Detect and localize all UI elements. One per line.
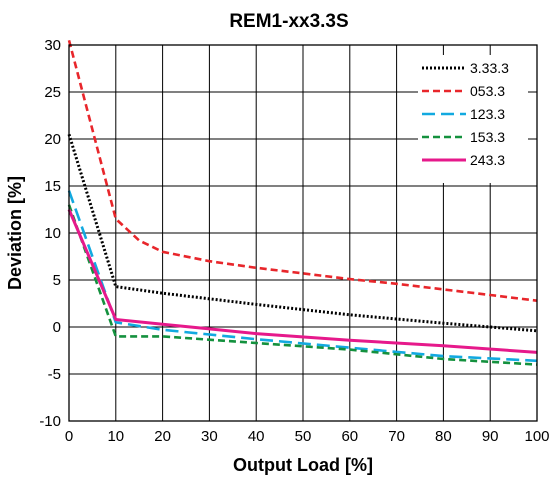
y-tick-label: 5 (53, 272, 61, 289)
x-tick-label: 70 (388, 428, 405, 445)
x-tick-label: 100 (524, 428, 549, 445)
y-tick-label: 25 (44, 84, 61, 101)
y-tick-label: 10 (44, 225, 61, 242)
x-tick-label: 30 (201, 428, 218, 445)
y-tick-label: 30 (44, 37, 61, 54)
y-tick-label: -10 (39, 413, 61, 430)
x-tick-label: 20 (154, 428, 171, 445)
y-tick-label: -5 (48, 366, 61, 383)
y-tick-label: 0 (53, 319, 61, 336)
x-tick-label: 80 (435, 428, 452, 445)
x-tick-label: 0 (65, 428, 73, 445)
x-tick-label: 40 (248, 428, 265, 445)
legend-label-4: 153.3 (470, 129, 505, 145)
x-axis-label: Output Load [%] (233, 455, 373, 475)
x-tick-label: 60 (341, 428, 358, 445)
legend-label-5: 243.3 (470, 152, 505, 168)
x-tick-label: 90 (482, 428, 499, 445)
legend: 3.33.3 053.3 123.3 153.3 243.3 (418, 55, 528, 183)
y-tick-label: 20 (44, 131, 61, 148)
x-tick-label: 10 (107, 428, 124, 445)
legend-label-2: 053.3 (470, 83, 505, 99)
y-axis-label: Deviation [%] (5, 176, 25, 290)
chart-title: REM1-xx3.3S (229, 11, 348, 32)
legend-label-3: 123.3 (470, 106, 505, 122)
y-tick-label: 15 (44, 178, 61, 195)
x-tick-label: 50 (295, 428, 312, 445)
legend-label-1: 3.33.3 (470, 60, 509, 76)
